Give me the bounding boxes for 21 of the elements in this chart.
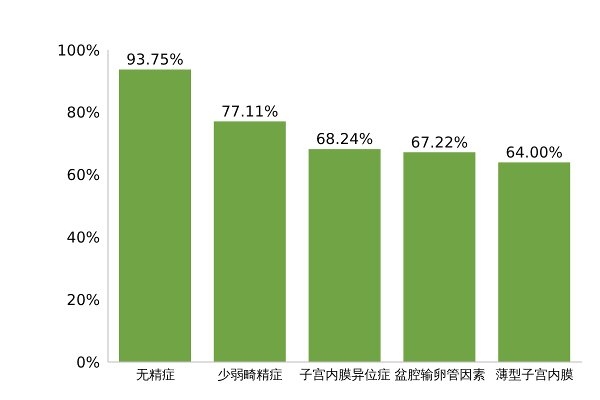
bar: [119, 70, 191, 362]
data-label: 67.22%: [410, 133, 468, 152]
x-tick-label: 少弱畸精症: [218, 368, 283, 384]
y-tick-label: 20%: [66, 290, 100, 309]
x-tick-label: 无精症: [136, 368, 175, 384]
y-tick-label: 80%: [66, 104, 100, 122]
x-tick-label: 薄型子宫内膜: [496, 367, 574, 384]
data-label: 68.24%: [316, 130, 374, 148]
y-tick-label: 40%: [66, 228, 100, 247]
y-tick-label: 0%: [76, 353, 100, 372]
bar: [403, 152, 476, 362]
y-tick-label: 100%: [57, 41, 100, 60]
bar: [498, 162, 570, 362]
data-label: 77.11%: [221, 102, 278, 120]
y-tick-label: 60%: [66, 166, 100, 184]
x-tick-label: 盆腔输卵管因素: [394, 368, 486, 384]
bar: [308, 149, 381, 362]
data-label: 64.00%: [506, 143, 563, 162]
bar: [214, 121, 286, 362]
data-label: 93.75%: [126, 50, 184, 68]
x-tick-label: 子宫内膜异位症: [300, 367, 390, 384]
